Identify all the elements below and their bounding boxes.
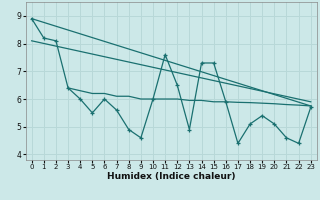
X-axis label: Humidex (Indice chaleur): Humidex (Indice chaleur): [107, 172, 236, 181]
